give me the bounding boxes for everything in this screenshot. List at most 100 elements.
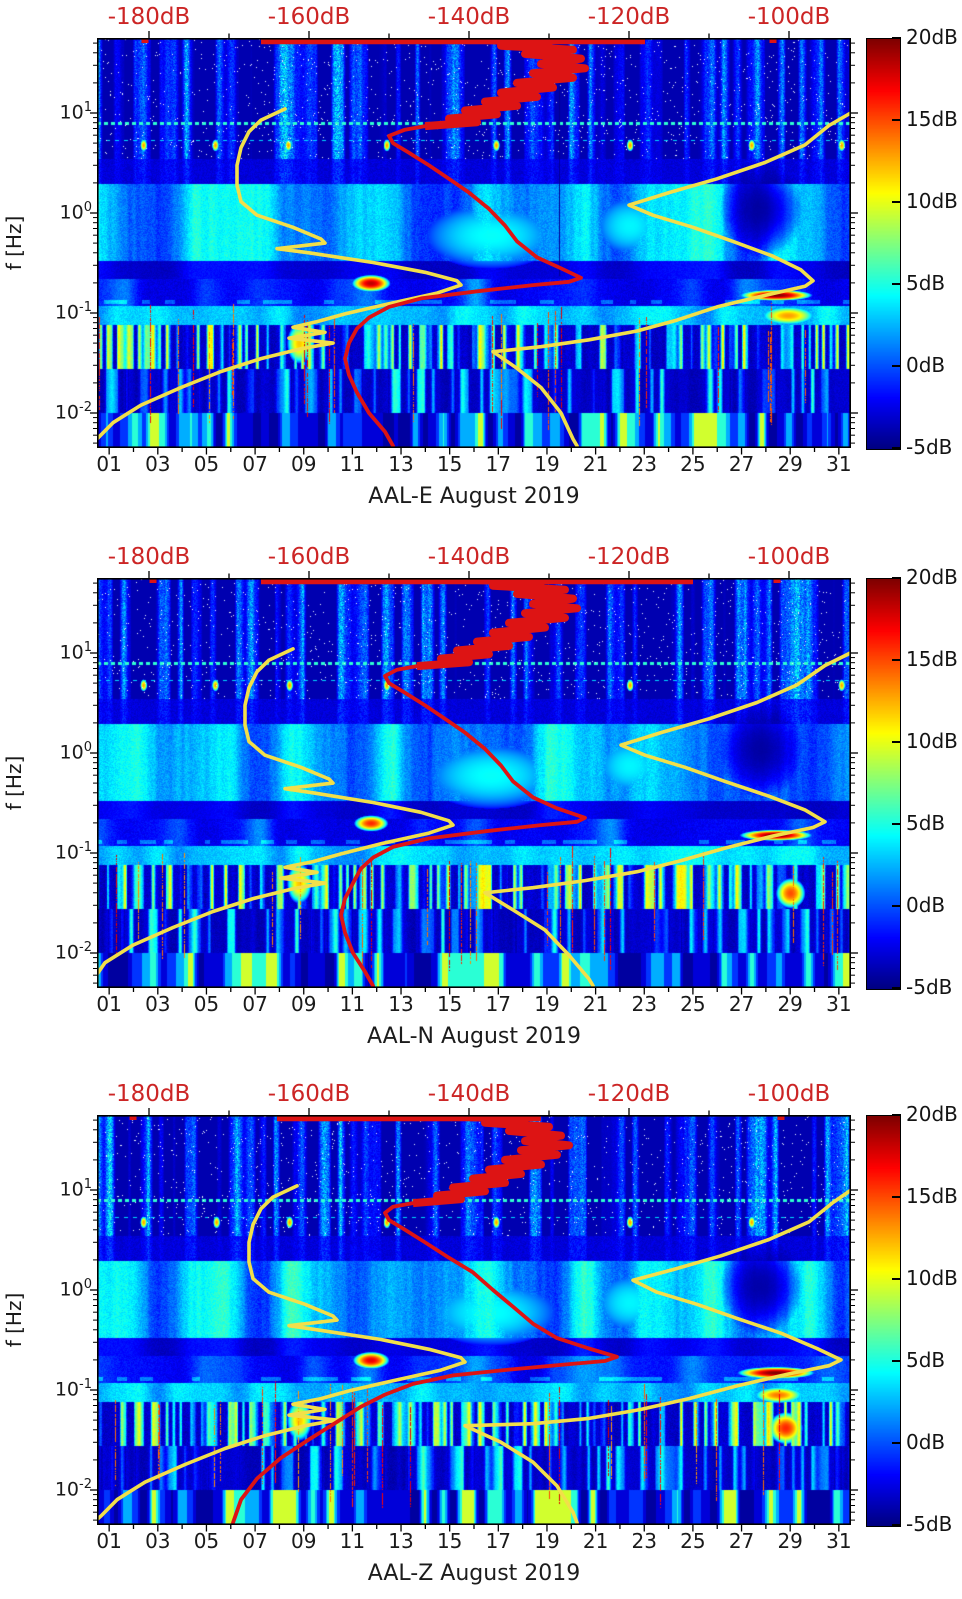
x-tick-label: 13 [388, 1529, 414, 1553]
colorbar-tick [892, 1196, 901, 1198]
red-top-mark [141, 38, 149, 43]
colorbar-tick [892, 659, 901, 661]
y-tick-labels: 101 100 10-1 10-2 [36, 38, 92, 448]
x-tick-label: 25 [680, 992, 706, 1016]
x-tick-label: 07 [242, 1529, 268, 1553]
top-db-axis: -180dB -160dB -140dB -120dB -100dB [97, 544, 851, 574]
x-tick-label: 29 [777, 452, 803, 476]
red-curve [343, 38, 587, 448]
curves-overlay-aal-e [90, 31, 858, 455]
x-tick-label: 03 [145, 452, 171, 476]
x-tick-label: 05 [193, 452, 220, 476]
y-tick-label: 100 [59, 740, 92, 764]
red-top-mark [773, 578, 781, 583]
red-top-mark [777, 1115, 785, 1120]
x-tick-label: 15 [436, 992, 463, 1016]
red-curve-thick-section [424, 38, 589, 131]
axes-spine [97, 38, 852, 448]
colorbar-tick [892, 283, 901, 285]
red-curve-thick-section [412, 1115, 573, 1208]
colorbar-tick-label: -5dB [906, 975, 953, 999]
x-tick-label: 13 [388, 992, 414, 1016]
colorbar-labels: 20dB 15dB 10dB 5dB 0dB -5dB [906, 565, 962, 999]
colorbar-tick-label: -5dB [906, 435, 953, 459]
x-tick-label: 23 [631, 1529, 657, 1553]
red-top-mark [129, 1115, 137, 1120]
colorbar-tick-label: 0dB [906, 353, 946, 377]
x-tick-label: 15 [436, 1529, 463, 1553]
x-tick-label: 11 [339, 452, 366, 476]
x-tick-label: 31 [826, 1529, 852, 1553]
panel-title: AAL-E August 2019 [368, 484, 580, 509]
top-db-label: -160dB [267, 1081, 351, 1107]
panel-aal-z: -180dB -160dB -140dB -120dB -100dB f [Hz] 10… [0, 1081, 962, 1599]
panel-title: AAL-N August 2019 [367, 1024, 581, 1049]
y-tick-label: 10-1 [54, 840, 92, 864]
red-curve-thick-section [416, 578, 581, 671]
x-tick-label: 07 [242, 992, 268, 1016]
x-tick-label: 01 [96, 1529, 122, 1553]
colorbar-tick-label: 15dB [906, 107, 958, 131]
top-db-label: -120dB [587, 1081, 671, 1107]
colorbar-tick-label: 15dB [906, 647, 958, 671]
x-tick-label: 19 [534, 1529, 560, 1553]
colorbar-tick [892, 201, 901, 203]
colorbar-tick [892, 447, 901, 449]
yellow-curve-right [483, 650, 851, 988]
x-tick-labels: 01 03 05 07 09 11 13 15 17 19 21 23 25 27 29 31 [96, 992, 851, 1018]
x-tick-labels: 01 03 05 07 09 11 13 15 17 19 21 23 25 27 29 31 [96, 1529, 851, 1555]
panel-title: AAL-Z August 2019 [367, 1561, 581, 1586]
x-tick-label: 17 [485, 992, 512, 1016]
x-tick-label: 29 [777, 1529, 803, 1553]
colorbar-tick [892, 365, 901, 367]
x-tick-label: 07 [242, 452, 268, 476]
y-tick-label: 10-2 [54, 400, 92, 424]
x-tick-label: 03 [145, 992, 171, 1016]
axes-spine [97, 1115, 852, 1525]
x-tick-label: 15 [436, 452, 463, 476]
x-tick-label: 27 [728, 992, 755, 1016]
yellow-curve-left [97, 107, 463, 442]
y-axis-label: f [Hz] [2, 755, 26, 811]
top-db-axis: -180dB -160dB -140dB -120dB -100dB [97, 1081, 851, 1111]
top-db-label: -160dB [267, 544, 351, 570]
x-tick-label: 09 [291, 992, 317, 1016]
colorbar-tick [892, 577, 901, 579]
x-tick-label: 11 [339, 1529, 366, 1553]
colorbar-tick-label: -5dB [906, 1512, 953, 1536]
top-db-label: -140dB [427, 544, 511, 570]
x-tick-label: 19 [534, 992, 560, 1016]
x-tick-label: 05 [193, 992, 220, 1016]
colorbar-tick-label: 10dB [906, 1266, 958, 1290]
x-tick-label: 13 [388, 452, 414, 476]
y-tick-label: 101 [59, 640, 92, 664]
colorbar-tick [892, 905, 901, 907]
curves-overlay-aal-z [90, 1108, 858, 1532]
axes-spine [97, 578, 852, 988]
y-tick-label: 10-2 [54, 940, 92, 964]
colorbar-tick [892, 1360, 901, 1362]
colorbar-tick-label: 10dB [906, 729, 958, 753]
colorbar-aal-n [866, 578, 901, 990]
colorbar-tick-label: 20dB [906, 1102, 958, 1126]
colorbar-labels: 20dB 15dB 10dB 5dB 0dB -5dB [906, 25, 962, 459]
top-db-axis: -180dB -160dB -140dB -120dB -100dB [97, 4, 851, 34]
colorbar-tick [892, 1114, 901, 1116]
x-tick-label: 17 [485, 452, 512, 476]
panel-aal-n: -180dB -160dB -140dB -120dB -100dB f [Hz] 10… [0, 544, 962, 1083]
y-axis-label: f [Hz] [2, 1292, 26, 1348]
top-db-label: -140dB [427, 4, 511, 30]
colorbar-tick-label: 5dB [906, 811, 946, 835]
colorbar-tick [892, 987, 901, 989]
x-tick-label: 21 [582, 992, 609, 1016]
x-tick-label: 27 [728, 1529, 755, 1553]
colorbar-tick-label: 20dB [906, 25, 958, 49]
colorbar-tick-label: 0dB [906, 1430, 946, 1454]
top-db-label: -180dB [107, 4, 191, 30]
axis-ticks [90, 31, 858, 455]
y-tick-label: 10-1 [54, 1377, 92, 1401]
red-curve [339, 578, 587, 988]
colorbar-tick [892, 741, 901, 743]
curves-overlay-aal-n [90, 571, 858, 995]
yellow-curve-right [491, 110, 851, 448]
